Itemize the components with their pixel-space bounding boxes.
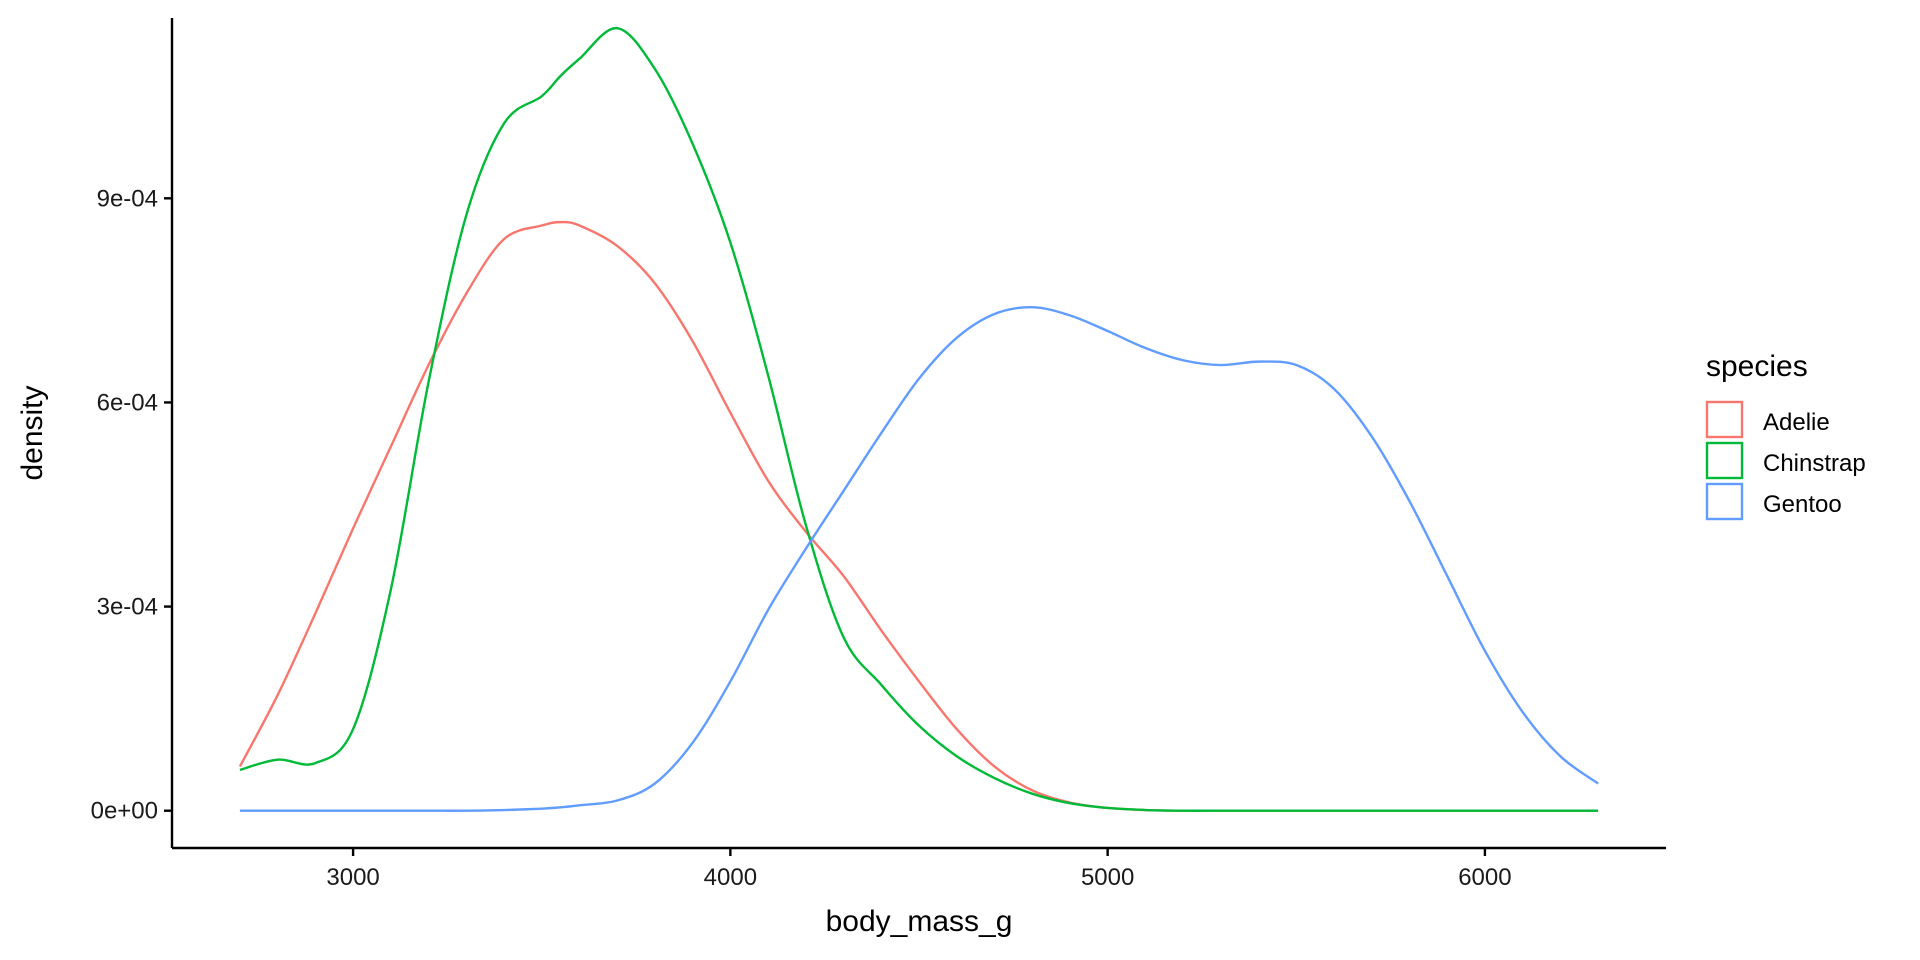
series-line-chinstrap [239, 27, 1599, 812]
series-line-gentoo [239, 305, 1599, 812]
x-tick-label: 3000 [326, 864, 379, 891]
legend-key-adelie [1705, 400, 1744, 439]
x-axis-title: body_mass_g [826, 905, 1013, 938]
legend-label-adelie: Adelie [1763, 409, 1830, 436]
legend-key-gentoo [1705, 482, 1744, 521]
legend-title: species [1706, 350, 1808, 383]
x-tick-label: 4000 [704, 864, 757, 891]
series-lines [238, 27, 1599, 812]
legend-label-chinstrap: Chinstrap [1763, 450, 1866, 477]
y-tick-label: 0e+00 [91, 798, 158, 825]
x-axis: 3000 4000 5000 6000 [172, 846, 1666, 891]
y-tick-label: 3e-04 [97, 594, 158, 621]
y-tick-label: 6e-04 [97, 389, 158, 416]
legend-label-gentoo: Gentoo [1763, 491, 1842, 518]
legend-key-chinstrap [1705, 441, 1744, 480]
y-tick-label: 9e-04 [97, 185, 158, 212]
x-tick-label: 6000 [1458, 864, 1511, 891]
y-axis-title: density [16, 385, 49, 480]
x-tick-label: 5000 [1081, 864, 1134, 891]
y-axis: 0e+00 3e-04 6e-04 9e-04 [91, 18, 174, 848]
legend: species Adelie Chinstrap Gentoo [1705, 350, 1866, 521]
